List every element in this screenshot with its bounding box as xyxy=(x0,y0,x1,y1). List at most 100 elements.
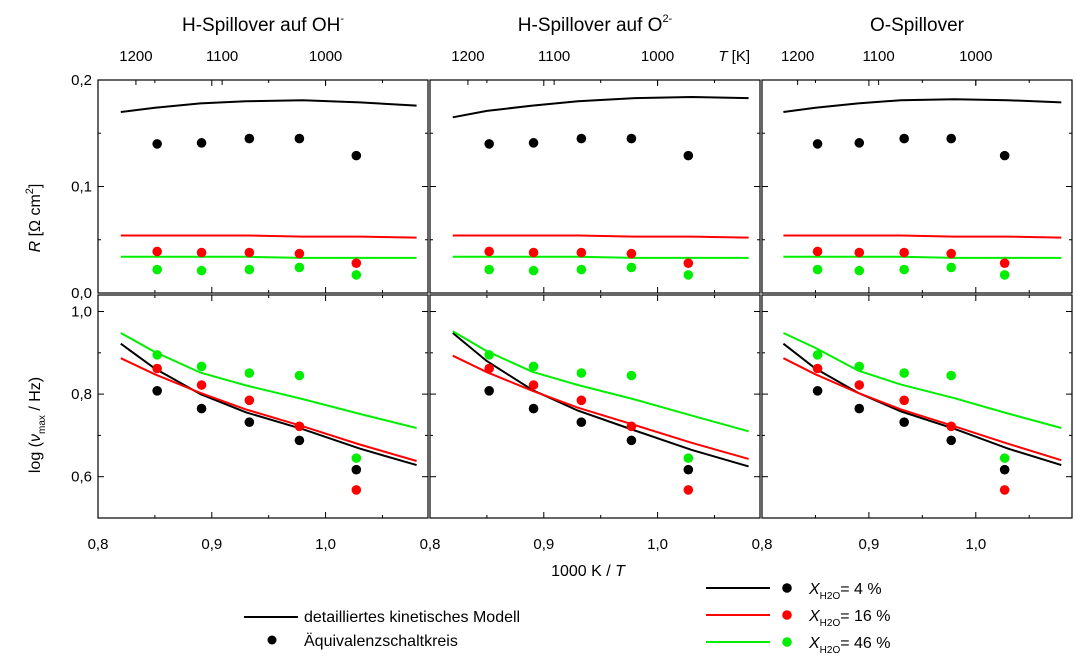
data-point-4 xyxy=(812,386,823,396)
data-point-16 xyxy=(294,421,305,432)
y-tick-label: 0,2 xyxy=(71,72,92,89)
data-point-4 xyxy=(683,150,694,161)
model-line-46 xyxy=(783,255,1062,259)
data-point-4 xyxy=(528,138,539,148)
data-point-16 xyxy=(626,248,637,259)
panel-2: H-Spillover auf O2- 1200 1100 1000 T [K] 0,8 0… xyxy=(420,13,761,553)
data-point-46 xyxy=(812,264,823,275)
x-axis-label: 1000 K / T xyxy=(551,563,626,580)
data-point-4 xyxy=(152,386,162,396)
data-point-4 xyxy=(946,435,957,446)
data-point-46 xyxy=(351,453,362,463)
data-point-46 xyxy=(854,361,865,372)
data-point-4 xyxy=(528,403,539,414)
data-point-16 xyxy=(946,421,957,432)
data-point-46 xyxy=(294,262,305,273)
data-point-4 xyxy=(152,139,162,149)
data-point-46 xyxy=(196,361,207,372)
legend-points-marker xyxy=(267,635,277,645)
data-point-16 xyxy=(528,247,539,258)
data-point-46 xyxy=(294,370,305,381)
chart-panels: H-Spillover auf OH- 1200 1100 1000 0,0 0,1 0,2… xyxy=(71,13,1073,553)
data-point-46 xyxy=(528,361,539,372)
data-point-16 xyxy=(484,246,494,257)
data-point-46 xyxy=(152,264,162,275)
model-line-4 xyxy=(452,332,749,468)
legend-marker-46 xyxy=(782,637,792,647)
x-tick-label: 1,0 xyxy=(965,536,986,553)
data-point-4 xyxy=(351,150,362,161)
data-point-16 xyxy=(484,363,494,374)
top-tick-label: 1100 xyxy=(862,48,894,65)
x-tick-label: 0,8 xyxy=(420,536,441,553)
data-point-16 xyxy=(244,247,255,258)
data-point-16 xyxy=(294,248,305,259)
legend-label-16: XH2O= 16 % xyxy=(808,608,891,629)
data-point-46 xyxy=(576,368,587,378)
top-tick-label: 1000 xyxy=(641,48,674,65)
data-point-16 xyxy=(854,380,865,390)
data-point-16 xyxy=(576,395,587,406)
model-line-16 xyxy=(782,357,1062,462)
data-point-4 xyxy=(294,435,305,446)
data-point-16 xyxy=(626,421,637,432)
model-line-46 xyxy=(452,255,749,259)
top-tick-label: 1000 xyxy=(309,48,342,65)
data-point-4 xyxy=(576,417,587,427)
x-tick-label: 0,8 xyxy=(88,536,109,553)
data-point-46 xyxy=(528,265,539,276)
frequency-plot xyxy=(761,294,1073,519)
data-point-16 xyxy=(854,247,865,258)
model-line-16 xyxy=(120,357,417,462)
x-tick-label: 0,9 xyxy=(201,536,222,553)
data-point-16 xyxy=(351,485,362,495)
data-point-46 xyxy=(196,265,207,276)
data-point-4 xyxy=(854,403,865,414)
data-point-16 xyxy=(528,380,539,390)
data-point-46 xyxy=(351,270,362,280)
data-point-4 xyxy=(351,464,362,475)
data-point-4 xyxy=(484,139,494,149)
panel-title: O-Spillover xyxy=(870,15,965,36)
data-point-4 xyxy=(294,133,305,144)
legend-marker-4 xyxy=(782,583,792,593)
y-tick-label: 0,8 xyxy=(71,386,92,403)
data-point-4 xyxy=(946,133,957,144)
data-point-16 xyxy=(899,247,909,258)
data-point-46 xyxy=(626,262,637,273)
data-point-16 xyxy=(244,395,255,406)
data-point-16 xyxy=(196,247,207,258)
data-point-4 xyxy=(999,464,1010,475)
data-point-16 xyxy=(946,248,957,259)
data-point-16 xyxy=(351,258,362,268)
panel-title: H-Spillover auf O2- xyxy=(518,13,673,36)
model-line-16 xyxy=(452,234,749,239)
top-tick-label: 1200 xyxy=(781,48,814,65)
data-point-46 xyxy=(484,264,494,275)
data-point-46 xyxy=(683,453,694,463)
data-point-16 xyxy=(152,363,162,374)
data-point-46 xyxy=(626,370,637,381)
data-point-4 xyxy=(899,133,909,144)
data-point-46 xyxy=(899,368,909,378)
resistance-plot xyxy=(429,79,761,294)
data-point-46 xyxy=(899,264,909,275)
y-tick-label: 1,0 xyxy=(71,304,92,321)
legend-model-type: detailliertes kinetisches Modell Äquival… xyxy=(244,609,520,650)
data-point-46 xyxy=(683,270,694,280)
x-tick-label: 1,0 xyxy=(647,536,668,553)
data-point-4 xyxy=(196,138,207,148)
y-tick-label: 0,6 xyxy=(71,469,92,486)
legend-label-46: XH2O= 46 % xyxy=(808,635,891,656)
data-point-16 xyxy=(999,485,1010,495)
top-tick-label: 1200 xyxy=(451,48,484,65)
top-tick-label: 1000 xyxy=(959,48,992,65)
data-point-4 xyxy=(626,133,637,144)
top-tick-label: 1100 xyxy=(206,48,238,65)
model-line-4 xyxy=(452,95,749,119)
data-point-46 xyxy=(484,350,494,360)
y-axis-label-frequency: log (νmax / Hz) xyxy=(27,377,48,473)
x-tick-label: 0,9 xyxy=(858,536,879,553)
legend-points-label: Äquivalenzschaltkreis xyxy=(304,632,458,650)
